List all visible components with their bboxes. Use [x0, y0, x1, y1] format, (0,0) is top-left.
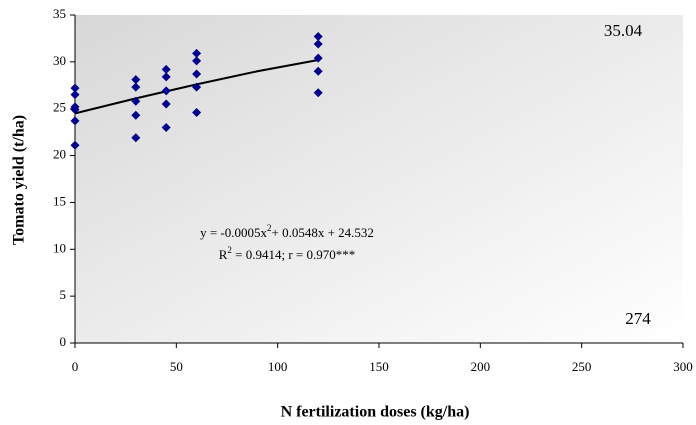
x-tick-label: 200 [471, 359, 491, 374]
data-point [192, 107, 202, 117]
y-tick-label: 25 [53, 100, 66, 115]
data-point [313, 32, 323, 42]
y-tick-label: 15 [53, 193, 66, 208]
data-point [131, 133, 141, 143]
x-tick-label: 100 [268, 359, 288, 374]
data-point [313, 66, 323, 76]
equation-part: + 0.0548x + 24.532 [272, 225, 374, 240]
y-tick-label: 0 [60, 334, 67, 349]
data-point [161, 122, 171, 132]
r-squared-part: R [219, 247, 228, 262]
data-point [70, 116, 80, 126]
data-point [161, 64, 171, 74]
data-point [131, 110, 141, 120]
y-tick-label: 5 [60, 287, 67, 302]
data-point [192, 82, 202, 92]
y-tick-label: 35 [53, 6, 66, 21]
data-point [131, 75, 141, 85]
equation: y = -0.0005x2+ 0.0548x + 24.532 [200, 223, 374, 240]
data-point [70, 90, 80, 100]
x-tick-label: 250 [572, 359, 592, 374]
equation-exponent: 2 [267, 223, 272, 233]
data-point [192, 69, 202, 79]
data-point [70, 140, 80, 150]
y-tick-label: 20 [53, 147, 66, 162]
data-point [313, 53, 323, 63]
data-point [161, 99, 171, 109]
annotation: 274 [625, 309, 651, 328]
y-tick-label: 30 [53, 53, 66, 68]
data-point [192, 56, 202, 66]
plot-area [75, 15, 683, 343]
data-point [70, 105, 80, 115]
r-squared: R2 = 0.9414; r = 0.970*** [219, 245, 356, 262]
data-point [70, 83, 80, 93]
data-point [313, 88, 323, 98]
data-point [313, 39, 323, 49]
x-tick-label: 50 [170, 359, 183, 374]
data-point [161, 72, 171, 82]
x-tick-label: 0 [72, 359, 79, 374]
y-tick-label: 10 [53, 240, 66, 255]
r-squared-part: = 0.9414; r = 0.970*** [232, 247, 355, 262]
equation-part: y = -0.0005x [200, 225, 267, 240]
data-point [131, 82, 141, 92]
data-point [131, 96, 141, 106]
x-tick-label: 300 [673, 359, 693, 374]
x-tick-label: 150 [369, 359, 389, 374]
data-point [192, 48, 202, 58]
r-squared-exponent: 2 [227, 245, 232, 255]
x-axis-title: N fertilization doses (kg/ha) [281, 404, 470, 421]
y-axis-title: Tomato yield (t/ha) [11, 115, 28, 245]
data-point [161, 86, 171, 96]
annotation: 35.04 [604, 21, 643, 40]
